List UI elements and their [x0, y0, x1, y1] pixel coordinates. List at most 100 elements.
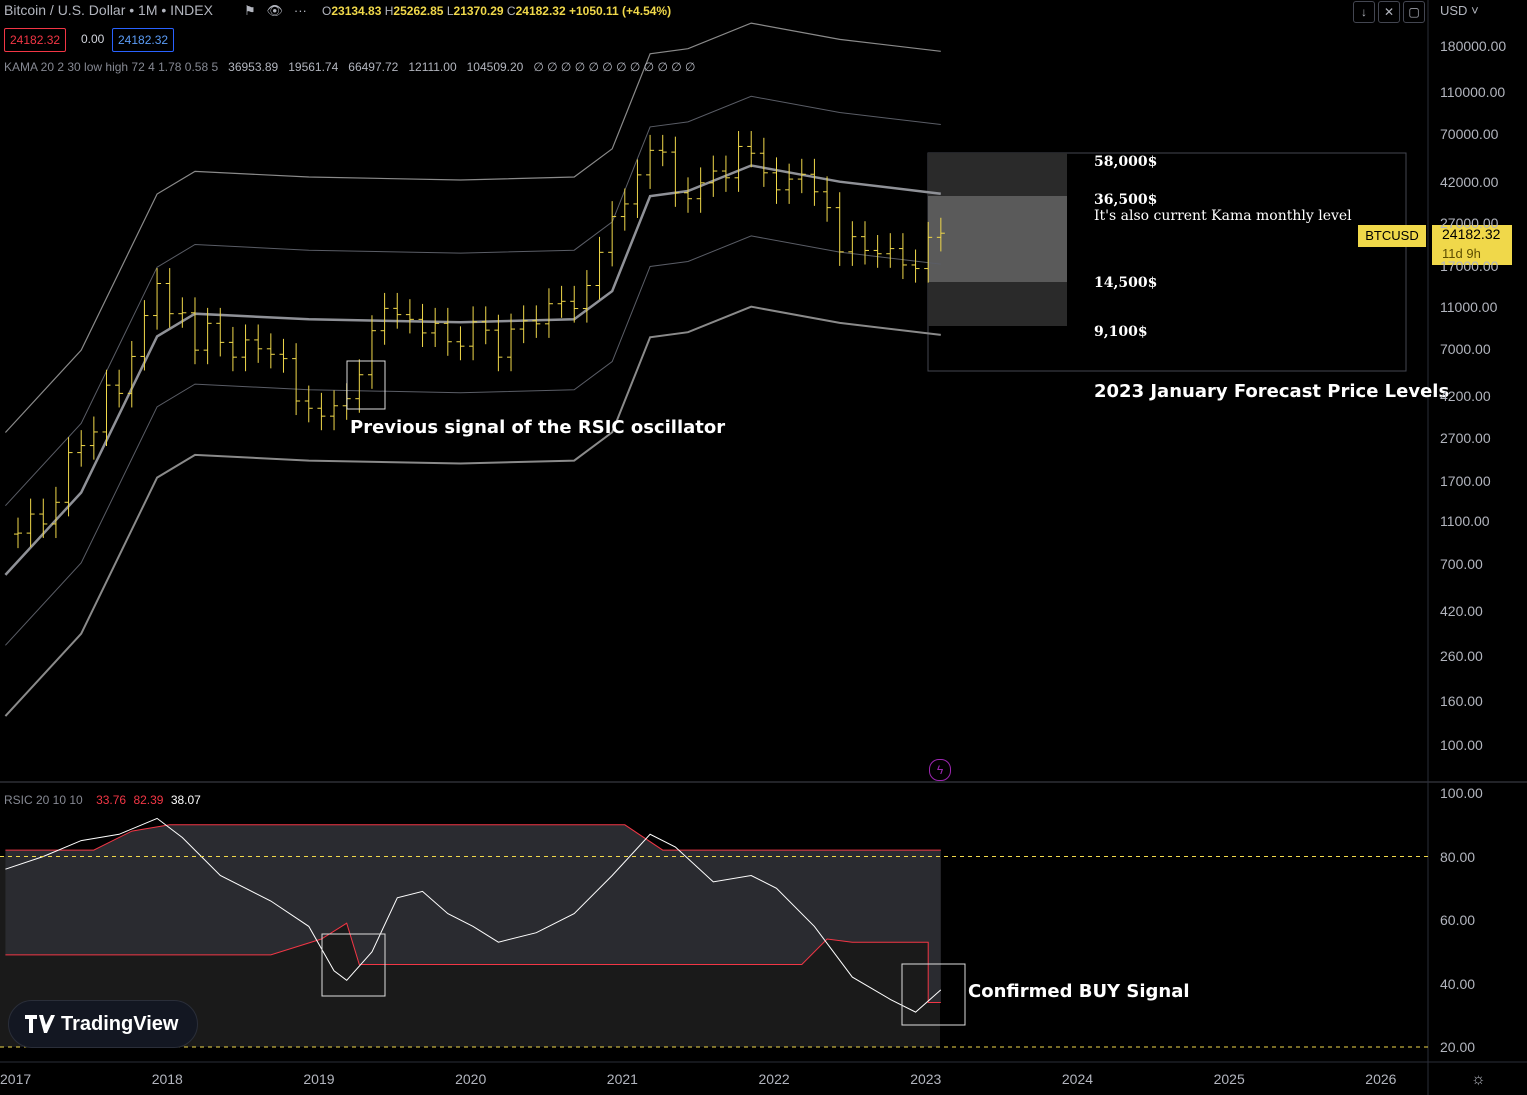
- rsi-band-fill: [5, 824, 941, 1003]
- collapse-icon[interactable]: ✕: [1378, 1, 1400, 23]
- change-value: +1050.11 (+4.54%): [569, 4, 672, 18]
- kama-band-line: [4, 305, 941, 717]
- price-tick-label: 70000.00: [1440, 126, 1499, 143]
- rsi-tick-label: 40.00: [1440, 975, 1476, 992]
- kama-note: It's also current Kama monthly level: [1094, 208, 1352, 224]
- price-tick-label: 700.00: [1440, 555, 1483, 572]
- close-value: 24182.32: [515, 4, 566, 18]
- price-tick-label: 2700.00: [1440, 429, 1491, 446]
- last-price: 24182.32: [1442, 226, 1501, 242]
- rsi-band-line: [5, 824, 941, 851]
- time-tick-label: 2023: [910, 1071, 942, 1087]
- rsic-value: 82.39: [133, 793, 164, 807]
- rsic-label: RSIC 20 10 10: [4, 793, 83, 807]
- open-value: 23134.83: [331, 4, 382, 18]
- more-icon[interactable]: ···: [293, 3, 307, 18]
- rsi-band-line: [5, 922, 941, 1003]
- close-label: C: [506, 4, 516, 18]
- time-tick-label: 2021: [606, 1071, 638, 1087]
- eye-icon[interactable]: 👁: [266, 3, 284, 18]
- price-tick-label: 110000.00: [1440, 83, 1506, 100]
- kama-value: 12111.00: [408, 60, 457, 74]
- kama-value: 104509.20: [466, 60, 524, 74]
- rsic-signal-label: Previous signal of the RSIC oscillator: [350, 417, 726, 438]
- rsi-tick-label: 100.00: [1440, 785, 1483, 801]
- kama-legend[interactable]: KAMA 20 2 30 low high 72 4 1.78 0.58 5 36…: [4, 60, 695, 74]
- high-label: H: [384, 4, 394, 18]
- flag-icon[interactable]: ⚑: [244, 3, 256, 18]
- level-9100: 9,100$: [1094, 324, 1148, 340]
- currency-label: USD: [1440, 3, 1468, 18]
- price-tick-label: 11000.00: [1440, 298, 1498, 315]
- level-14500: 14,500$: [1094, 275, 1158, 291]
- time-tick-label: 2018: [151, 1071, 183, 1087]
- low-label: L: [446, 4, 454, 18]
- price-tick-label: 1700.00: [1440, 472, 1491, 489]
- time-tick-label: 2020: [455, 1071, 487, 1087]
- forecast-zone-inner: [928, 196, 1067, 282]
- price-tick-label: 42000.00: [1440, 173, 1499, 190]
- header-icons: ⚑ 👁 ···: [244, 3, 307, 19]
- price-tick-label: 4200.00: [1440, 388, 1491, 405]
- kama-value: 36953.89: [228, 60, 279, 74]
- rsic-signal-box: [346, 360, 386, 410]
- rsi-tick-label: 80.00: [1440, 848, 1476, 865]
- tradingview-mark-icon: [25, 1015, 55, 1033]
- kama-value: ∅ ∅ ∅ ∅ ∅ ∅ ∅ ∅ ∅ ∅ ∅ ∅: [533, 60, 696, 74]
- spread-value: 0.00: [81, 32, 105, 46]
- price-tick-label: 27000.00: [1440, 214, 1499, 231]
- rsi-line: [5, 817, 942, 1013]
- symbol-title[interactable]: Bitcoin / U.S. Dollar • 1M • INDEX: [4, 2, 213, 18]
- currency-select[interactable]: USD ˅: [1440, 3, 1479, 18]
- kama-band-line: [4, 22, 941, 433]
- buy-signal-label: Confirmed BUY Signal: [968, 981, 1190, 1002]
- rsic-value: 33.76: [96, 793, 127, 807]
- time-tick-label: 2024: [1061, 1071, 1094, 1087]
- price-tick-label: 160.00: [1440, 693, 1483, 710]
- kama-value: 19561.74: [288, 60, 339, 74]
- kama-label: KAMA 20 2 30 low high 72 4 1.78 0.58 5: [4, 60, 219, 74]
- arrow-down-icon[interactable]: ↓: [1353, 1, 1375, 23]
- high-value: 25262.85: [393, 4, 444, 18]
- kama-band-line: [4, 164, 941, 576]
- forecast-title: 2023 January Forecast Price Levels: [1094, 381, 1450, 402]
- time-tick-label: 2019: [303, 1071, 335, 1087]
- price-tick-label: 260.00: [1440, 647, 1483, 664]
- chevron-down-icon: ˅: [1471, 3, 1479, 18]
- kama-value: 66497.72: [348, 60, 399, 74]
- price-tick-label: 180000.00: [1440, 38, 1507, 54]
- lightning-icon[interactable]: ϟ: [929, 759, 951, 781]
- brand-name: TradingView: [61, 1013, 179, 1035]
- ask-price[interactable]: 24182.32: [112, 28, 175, 52]
- price-tick-label: 7000.00: [1440, 340, 1491, 357]
- bid-price[interactable]: 24182.32: [4, 28, 67, 52]
- ohlc-readout: O23134.83 H25262.85 L21370.29 C24182.32 …: [322, 4, 671, 18]
- rsi-tick-label: 60.00: [1440, 912, 1476, 928]
- rsic-legend[interactable]: RSIC 20 10 10 33.76 82.39 38.07: [4, 793, 201, 807]
- kama-band-line: [5, 235, 941, 646]
- symbol-price-tag: BTCUSD: [1358, 225, 1426, 247]
- rsi-prev-signal-box: [321, 933, 386, 997]
- time-tick-label: 2022: [758, 1071, 790, 1087]
- price-tick-label: 420.00: [1440, 603, 1483, 620]
- price-tick-label: 17000.00: [1440, 258, 1499, 275]
- tradingview-logo[interactable]: TradingView: [8, 1000, 198, 1048]
- rsic-value: 38.07: [170, 793, 201, 807]
- rsi-tick-label: 20.00: [1440, 1039, 1476, 1055]
- time-tick-label: 2025: [1213, 1071, 1245, 1087]
- kama-band-line: [5, 95, 941, 507]
- buy-signal-box: [901, 963, 966, 1026]
- bar-countdown: 11d 9h: [1442, 246, 1481, 261]
- time-tick-label: 2017: [0, 1071, 32, 1087]
- settings-gear-icon[interactable]: ☼: [1471, 1071, 1486, 1088]
- low-value: 21370.29: [453, 4, 504, 18]
- open-label: O: [322, 4, 332, 18]
- level-58000: 58,000$: [1094, 154, 1158, 170]
- price-tick-label: 100.00: [1440, 737, 1483, 753]
- maximize-icon[interactable]: ▢: [1403, 1, 1425, 23]
- price-tick-label: 1100.00: [1440, 513, 1490, 530]
- symbol-name[interactable]: Bitcoin / U.S. Dollar • 1M • INDEX: [4, 2, 213, 18]
- last-price-tag: 24182.32 11d 9h: [1432, 225, 1512, 265]
- time-tick-label: 2026: [1365, 1071, 1397, 1087]
